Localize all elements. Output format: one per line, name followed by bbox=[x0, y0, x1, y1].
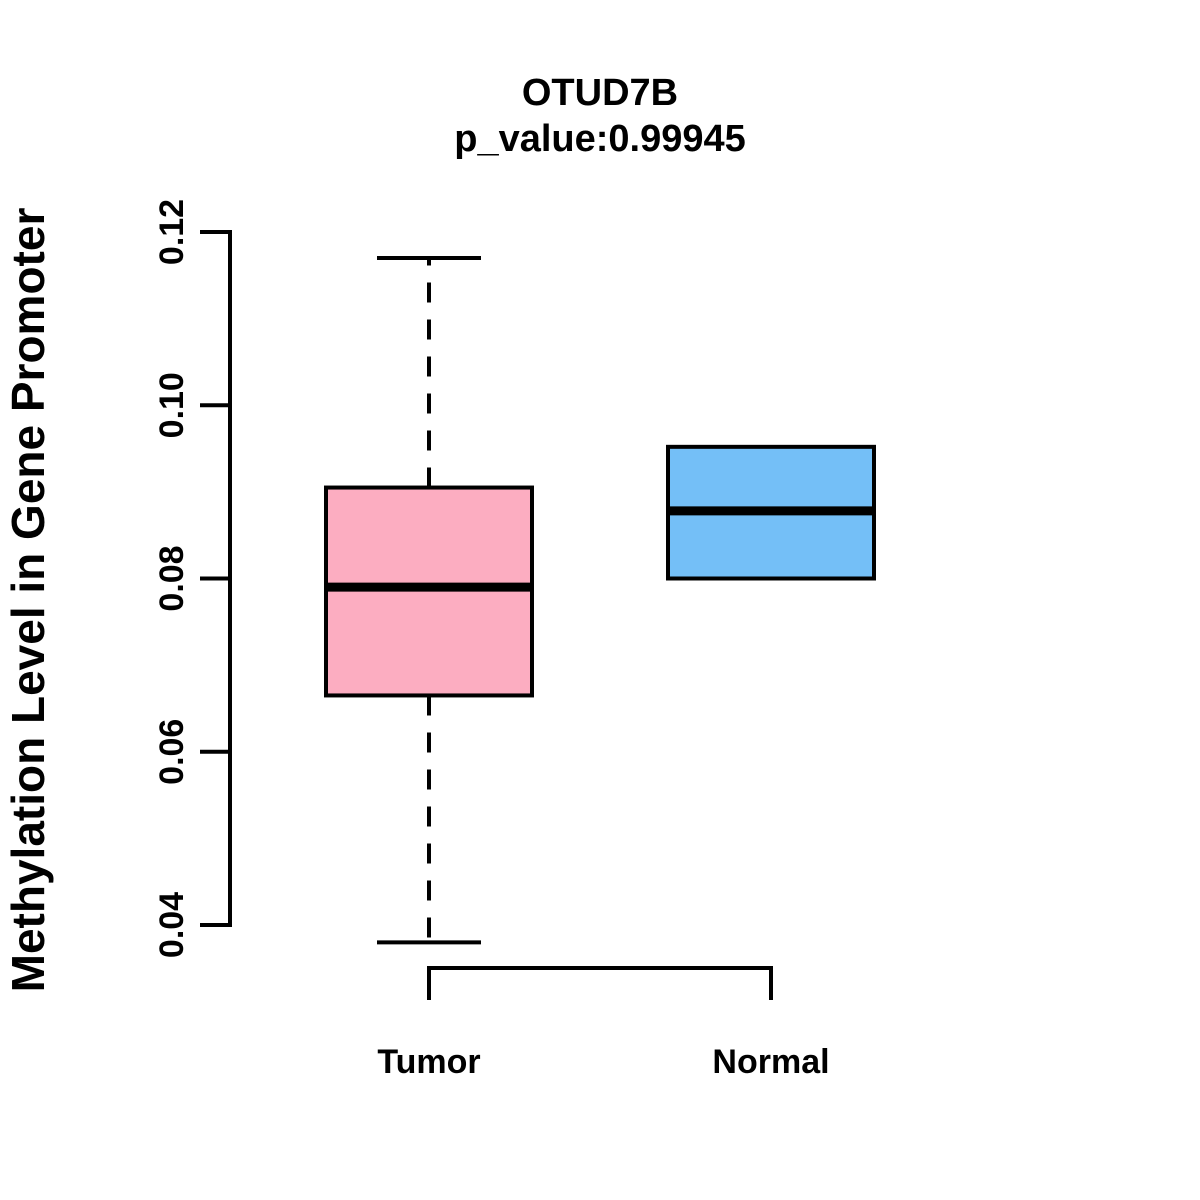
y-axis-tick-label-0.08: 0.08 bbox=[153, 545, 191, 611]
y-axis: 0.04 0.06 0.08 0.10 0.12 bbox=[153, 199, 232, 958]
chart-title: OTUD7B bbox=[522, 72, 678, 114]
category-label-normal: Normal bbox=[712, 1043, 829, 1081]
boxplot-series: Tumor Normal bbox=[324, 255, 876, 1081]
x-axis bbox=[427, 966, 773, 1000]
y-axis-tick-label-0.10: 0.10 bbox=[153, 372, 191, 438]
category-label-tumor: Tumor bbox=[377, 1043, 480, 1081]
y-axis-tick-label-0.06: 0.06 bbox=[153, 719, 191, 785]
y-axis-tick-label-0.12: 0.12 bbox=[153, 199, 191, 265]
chart-subtitle: p_value:0.99945 bbox=[454, 118, 746, 160]
y-axis-label: Methylation Level in Gene Promoter bbox=[2, 208, 54, 993]
y-axis-tick-label-0.04: 0.04 bbox=[153, 892, 191, 958]
